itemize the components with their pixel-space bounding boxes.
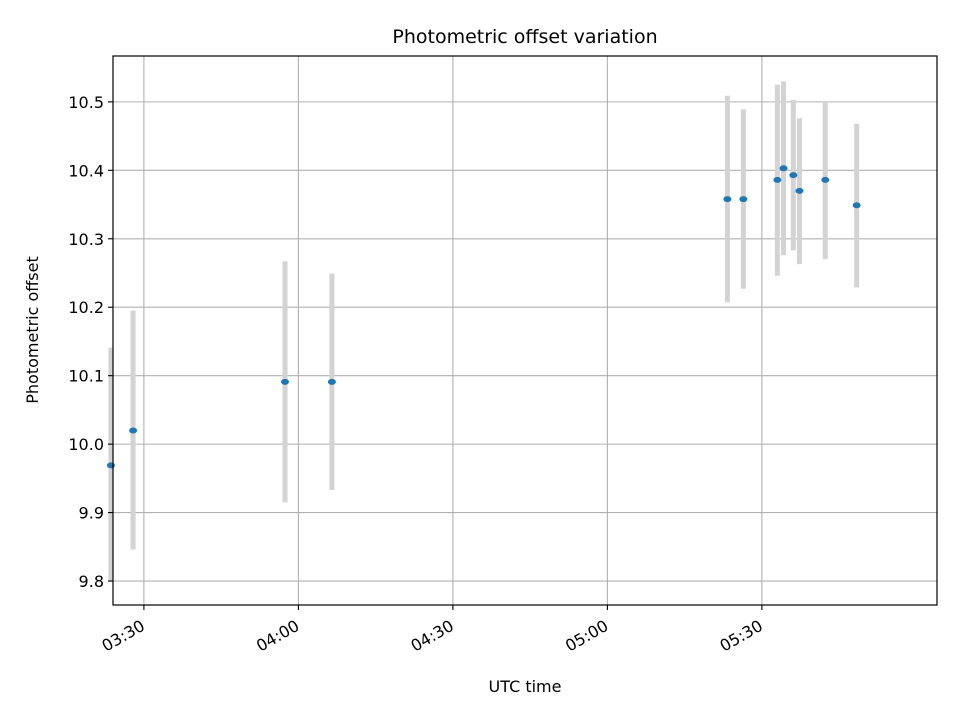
y-tick-label: 10.4 [68,161,104,180]
data-point [106,462,115,469]
data-point [852,202,861,209]
y-tick-label: 10.5 [68,93,104,112]
y-tick-label: 10.3 [68,230,104,249]
data-point [795,187,804,194]
y-tick-label: 10.0 [68,435,104,454]
y-tick-label: 10.2 [68,298,104,317]
x-tick-label: 05:30 [716,616,765,656]
data-point [789,172,798,179]
plot-area-frame [112,55,938,606]
error-bars [108,81,860,582]
chart-title: Photometric offset variation [392,26,657,48]
x-axis-ticks: 03:30 04:00 04:30 05:00 05:30 [98,605,766,656]
x-axis-label: UTC time [489,677,562,696]
data-point [773,176,782,183]
data-point [821,176,830,183]
x-tick-label: 04:30 [407,616,456,656]
data-point [327,378,336,385]
data-point [779,165,788,172]
x-tick-label: 04:00 [253,616,302,656]
x-tick-label: 03:30 [98,616,147,656]
y-axis-label: Photometric offset [23,256,42,404]
grid-lines [113,56,937,605]
y-tick-label: 10.1 [68,367,104,386]
data-point [739,196,748,203]
x-tick-label: 05:00 [562,616,611,656]
data-point [281,378,290,385]
y-tick-label: 9.9 [79,504,104,523]
data-point [129,427,138,434]
y-tick-label: 9.8 [79,572,104,591]
data-points [106,165,861,469]
y-axis-ticks: 9.8 9.9 10.0 10.1 10.2 10.3 10.4 10.5 [68,93,113,591]
data-point [723,196,732,203]
